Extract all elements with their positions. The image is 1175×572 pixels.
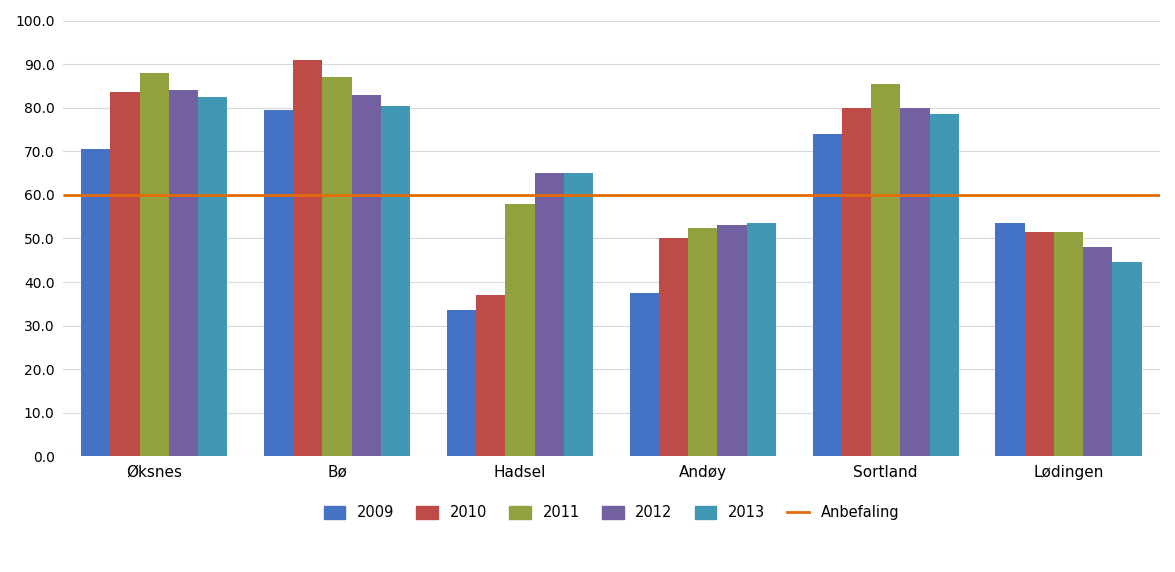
Bar: [381, 105, 410, 456]
Bar: [294, 59, 322, 456]
Bar: [1025, 232, 1054, 456]
Bar: [689, 228, 718, 456]
Bar: [1083, 247, 1113, 456]
Bar: [505, 204, 535, 456]
Bar: [140, 73, 169, 456]
Bar: [322, 77, 351, 456]
Bar: [659, 239, 689, 456]
Bar: [351, 94, 381, 456]
Bar: [813, 134, 841, 456]
Bar: [900, 108, 929, 456]
Bar: [110, 93, 140, 456]
Bar: [1054, 232, 1083, 456]
Bar: [1113, 263, 1142, 456]
Bar: [630, 293, 659, 456]
Bar: [169, 90, 199, 456]
Legend: 2009, 2010, 2011, 2012, 2013, Anbefaling: 2009, 2010, 2011, 2012, 2013, Anbefaling: [316, 498, 907, 527]
Bar: [264, 110, 294, 456]
Bar: [81, 149, 110, 456]
Bar: [535, 173, 564, 456]
Bar: [199, 97, 228, 456]
Bar: [476, 295, 505, 456]
Bar: [929, 114, 959, 456]
Bar: [718, 225, 747, 456]
Bar: [995, 223, 1025, 456]
Bar: [446, 311, 476, 456]
Bar: [871, 84, 900, 456]
Bar: [747, 223, 776, 456]
Bar: [564, 173, 593, 456]
Bar: [841, 108, 871, 456]
